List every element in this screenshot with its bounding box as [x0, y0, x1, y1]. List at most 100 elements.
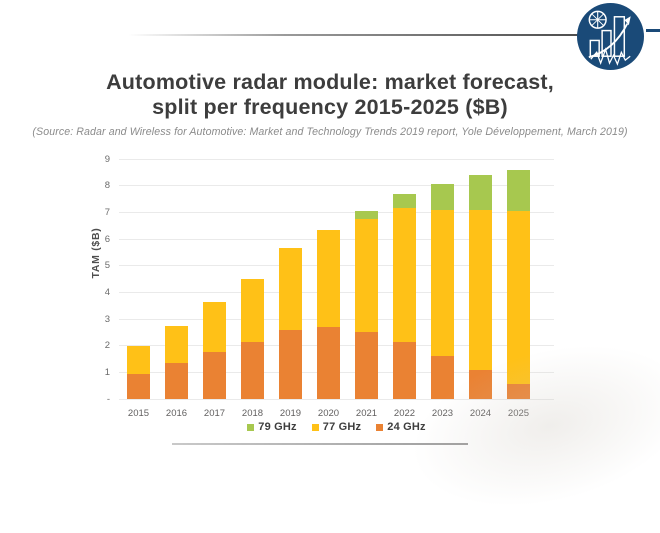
x-tick-label: 2015	[127, 408, 150, 419]
title-line-2: split per frequency 2015-2025 ($B)	[152, 95, 508, 119]
x-tick-text: 2016	[165, 408, 188, 419]
x-tick-label: 2024	[469, 408, 492, 419]
x-tick-label: 2021	[355, 408, 378, 419]
gridline	[119, 158, 554, 160]
logo-arrowhead-icon	[624, 16, 631, 26]
x-tick-text: 2024	[469, 408, 492, 419]
y-tick-label: 9	[104, 153, 110, 165]
y-tick-label: 2	[104, 339, 110, 351]
bar-segment-24ghz	[355, 332, 378, 399]
x-tick-text: 2021	[355, 408, 378, 419]
legend-label: 24 GHz	[387, 421, 426, 433]
y-tick-label: 3	[104, 313, 110, 325]
bar-segment-24ghz	[507, 384, 530, 399]
bar-2015	[127, 345, 150, 399]
x-tick-text: 2015	[127, 408, 150, 419]
legend-swatch-icon	[247, 423, 255, 431]
bar-segment-77ghz	[241, 279, 264, 342]
legend-item-24ghz: 24 GHz	[376, 421, 426, 433]
logo-bar-icon	[601, 29, 612, 57]
title-line-1: Automotive radar module: market forecast…	[106, 70, 554, 94]
x-tick-label: 2022	[393, 408, 416, 419]
logo-arrow-icon	[588, 23, 629, 59]
bar-segment-24ghz	[203, 352, 226, 399]
bar-segment-79ghz	[431, 184, 454, 210]
bar-2019	[279, 248, 302, 399]
bar-segment-77ghz	[393, 208, 416, 342]
bar-2020	[317, 229, 340, 399]
y-tick-label: -	[106, 393, 110, 405]
bar-segment-77ghz	[165, 325, 188, 363]
bottom-divider-line	[172, 443, 468, 445]
bar-segment-77ghz	[317, 229, 340, 327]
y-tick-label: 6	[104, 233, 110, 245]
bar-segment-24ghz	[317, 327, 340, 399]
legend-swatch-icon	[311, 423, 319, 431]
bar-segment-24ghz	[127, 373, 150, 399]
bar-segment-24ghz	[279, 329, 302, 399]
source-caption: (Source: Radar and Wireless for Automoti…	[32, 126, 628, 138]
bar-segment-77ghz	[431, 209, 454, 357]
bar-segment-79ghz	[393, 193, 416, 209]
top-divider-line	[128, 34, 578, 36]
legend: 79 GHz 77 GHz 24 GHz	[119, 421, 554, 433]
plot-area	[119, 158, 554, 400]
bar-2023	[431, 184, 454, 399]
slide: Automotive radar module: market forecast…	[0, 3, 660, 533]
logo-chart-globe-icon	[588, 10, 631, 66]
bar-segment-77ghz	[507, 211, 530, 385]
legend-item-79ghz: 79 GHz	[247, 421, 297, 433]
bar-segment-79ghz	[469, 175, 492, 210]
bar-segment-24ghz	[469, 369, 492, 399]
gridline	[119, 185, 554, 187]
gridline	[119, 398, 554, 400]
x-tick-text: 2022	[393, 408, 416, 419]
bar-2022	[393, 193, 416, 399]
y-tick-label: 5	[104, 259, 110, 271]
y-axis-ticks: - 1 2 3 4 5 6 7 8 9	[78, 154, 110, 403]
logo-waveform-icon	[590, 47, 631, 66]
legend-label: 77 GHz	[322, 421, 362, 433]
x-tick-label: 2016	[165, 408, 188, 419]
x-tick-text: 2019	[279, 408, 302, 419]
bar-2018	[241, 279, 264, 399]
bar-segment-77ghz	[127, 345, 150, 374]
x-tick-label: 2023	[431, 408, 454, 419]
x-tick-label: 2018	[241, 408, 264, 419]
yole-developpement-logo	[577, 3, 644, 70]
x-tick-label: 2025	[507, 408, 530, 419]
bar-segment-79ghz	[507, 169, 530, 212]
x-tick-text: 2025	[507, 408, 530, 419]
bar-2016	[165, 325, 188, 399]
bar-segment-77ghz	[355, 219, 378, 333]
bar-segment-24ghz	[241, 341, 264, 399]
x-tick-text: 2020	[317, 408, 340, 419]
y-tick-label: 8	[104, 179, 110, 191]
x-tick-text: 2017	[203, 408, 226, 419]
bar-segment-24ghz	[165, 363, 188, 399]
page-title: Automotive radar module: market forecast…	[0, 70, 660, 120]
bar-segment-24ghz	[431, 356, 454, 399]
bar-segment-79ghz	[355, 211, 378, 220]
bar-2024	[469, 175, 492, 399]
bar-2017	[203, 301, 226, 399]
bar-segment-77ghz	[279, 248, 302, 330]
x-axis-labels: 2015 2016 2017 2018 2019 2020 2021 2022 2023 2024…	[119, 408, 554, 419]
x-tick-text: 2018	[241, 408, 264, 419]
bar-2021	[355, 211, 378, 399]
y-tick-label: 7	[104, 206, 110, 218]
bar-2025	[507, 169, 530, 399]
legend-item-77ghz: 77 GHz	[311, 421, 362, 433]
legend-swatch-icon	[376, 423, 384, 431]
bars-row	[119, 159, 554, 399]
x-tick-label: 2017	[203, 408, 226, 419]
logo-right-line	[646, 29, 660, 32]
bar-segment-24ghz	[393, 341, 416, 399]
y-tick-label: 1	[104, 366, 110, 378]
x-tick-text: 2023	[431, 408, 454, 419]
x-tick-label: 2019	[279, 408, 302, 419]
bar-segment-77ghz	[203, 301, 226, 353]
y-tick-label: 4	[104, 286, 110, 298]
gridline	[119, 211, 554, 213]
bar-segment-77ghz	[469, 209, 492, 370]
